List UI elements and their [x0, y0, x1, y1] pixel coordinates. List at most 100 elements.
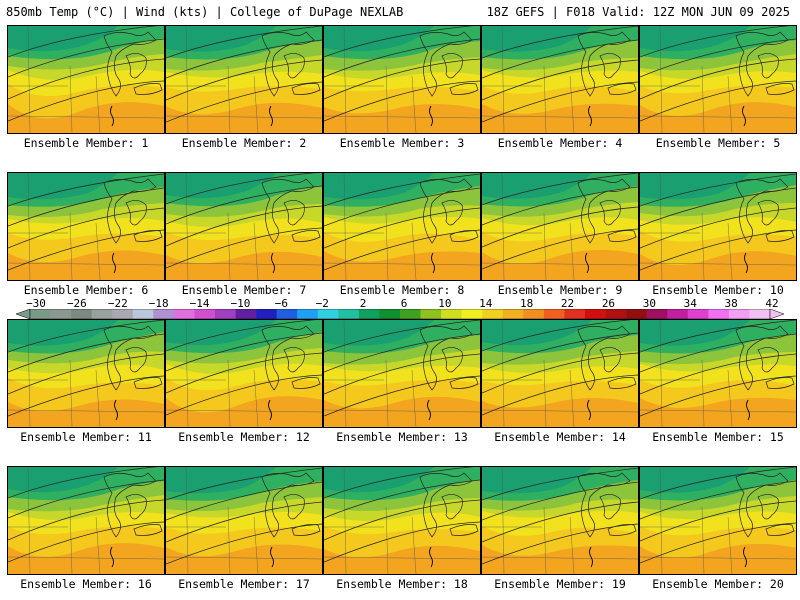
- colorbar-strip: [15, 309, 785, 319]
- colorbar-tick-labels: −30 −26 −22 −18 −14 −10 −6 −2 2 6 10 14 18 22 26 30 34 38…: [0, 297, 800, 310]
- ensemble-member-label: Ensemble Member: 16: [20, 577, 152, 591]
- colorbar-bin: [523, 309, 545, 319]
- colorbar-tick-label: 42: [765, 297, 779, 310]
- temperature-map: [481, 466, 639, 575]
- ensemble-member-label: Ensemble Member: 18: [336, 577, 468, 591]
- colorbar-tick-label: −2: [315, 297, 329, 310]
- temperature-map: [639, 466, 797, 575]
- colorbar-bin: [379, 309, 401, 319]
- colorbar-tick-label: 22: [560, 297, 575, 310]
- colorbar-tick-label: 2: [359, 297, 367, 310]
- ensemble-member-label: Ensemble Member: 3: [339, 136, 465, 150]
- ensemble-member-label: Ensemble Member: 4: [497, 136, 623, 150]
- ensemble-member-label: Ensemble Member: 5: [655, 136, 781, 150]
- temperature-map: [323, 466, 481, 575]
- colorbar-bin: [646, 309, 668, 319]
- ensemble-member-label: Ensemble Member: 9: [497, 283, 623, 297]
- colorbar-tick-label: 34: [683, 297, 697, 310]
- ensemble-member-label: Ensemble Member: 6: [23, 283, 149, 297]
- ensemble-member-label: Ensemble Member: 14: [494, 430, 626, 444]
- colorbar-tick-label: 18: [520, 297, 534, 310]
- ensemble-member-label: Ensemble Member: 7: [181, 283, 307, 297]
- temperature-map: [165, 319, 323, 428]
- temperature-map: [7, 172, 165, 281]
- colorbar-bin: [50, 309, 72, 319]
- colorbar-tick-label: −22: [107, 297, 128, 310]
- colorbar-bin: [276, 309, 298, 319]
- colorbar-low-arrow: [15, 309, 31, 319]
- colorbar-bin: [585, 309, 606, 319]
- colorbar-tick-label: −10: [230, 297, 251, 310]
- ensemble-member-label: Ensemble Member: 19: [494, 577, 626, 591]
- colorbar-tick-label: 14: [479, 297, 493, 310]
- temperature-map: [165, 25, 323, 134]
- colorbar-tick-label: −18: [148, 297, 169, 310]
- colorbar-bin: [71, 309, 92, 319]
- colorbar-bin: [338, 309, 360, 319]
- map-header: 850mb Temp (°C) | Wind (kts) | College o…: [0, 0, 800, 22]
- ensemble-member-label: Ensemble Member: 13: [336, 430, 468, 444]
- temperature-map: [639, 25, 797, 134]
- ensemble-member-label: Ensemble Member: 8: [339, 283, 465, 297]
- ensemble-member-label: Ensemble Member: 17: [178, 577, 310, 591]
- ensemble-member-label: Ensemble Member: 15: [652, 430, 784, 444]
- colorbar-tick-label: −6: [274, 297, 288, 310]
- colorbar-bin: [564, 309, 586, 319]
- temperature-map: [481, 319, 639, 428]
- colorbar-bin: [708, 309, 730, 319]
- colorbar-bin: [235, 309, 257, 319]
- colorbar-bin: [482, 309, 504, 319]
- temperature-map: [165, 466, 323, 575]
- colorbar-tick-label: −26: [66, 297, 87, 310]
- temperature-map: [323, 319, 481, 428]
- colorbar-tick-label: −14: [189, 297, 210, 310]
- colorbar-tick-label: 10: [438, 297, 452, 310]
- ensemble-member-label: Ensemble Member: 20: [652, 577, 784, 591]
- ensemble-member-label: Ensemble Member: 10: [652, 283, 784, 297]
- colorbar-bin: [358, 309, 380, 319]
- ensemble-member-label: Ensemble Member: 11: [20, 430, 152, 444]
- colorbar-bin: [667, 309, 689, 319]
- colorbar-bin: [502, 309, 524, 319]
- colorbar-bin: [749, 309, 771, 319]
- ensemble-member-label: Ensemble Member: 1: [23, 136, 149, 150]
- ensemble-member-label: Ensemble Member: 12: [178, 430, 310, 444]
- colorbar-bin: [215, 309, 236, 319]
- run-valid-time: 18Z GEFS | F018 Valid: 12Z MON JUN 09 20…: [486, 5, 790, 19]
- colorbar-bin: [543, 309, 565, 319]
- colorbar-bin: [132, 309, 154, 319]
- colorbar-bin: [626, 309, 647, 319]
- colorbar-high-arrow: [769, 309, 785, 319]
- colorbar-bin: [194, 309, 216, 319]
- temperature-map: [165, 172, 323, 281]
- colorbar-bin: [153, 309, 175, 319]
- colorbar-bin: [605, 309, 627, 319]
- colorbar-bin: [461, 309, 483, 319]
- colorbar-bin: [112, 309, 134, 319]
- temperature-map: [323, 172, 481, 281]
- colorbar-bin: [400, 309, 421, 319]
- colorbar-tick-label: 26: [601, 297, 616, 310]
- colorbar-bin: [297, 309, 319, 319]
- colorbar-bin: [687, 309, 709, 319]
- temperature-map: [481, 25, 639, 134]
- colorbar-bin: [317, 309, 339, 319]
- product-title: 850mb Temp (°C) | Wind (kts) | College o…: [6, 5, 404, 19]
- colorbar-tick-label: −30: [26, 297, 46, 310]
- colorbar-bin: [91, 309, 113, 319]
- colorbar-tick-label: 6: [400, 297, 408, 310]
- temperature-map: [639, 319, 797, 428]
- colorbar-bin: [441, 309, 462, 319]
- colorbar-bin: [30, 309, 51, 319]
- temperature-colorbar: −30 −26 −22 −18 −14 −10 −6 −2 2 6 10 14 18 22 26 30 34 38…: [0, 297, 800, 319]
- colorbar-tick-label: 38: [724, 297, 738, 310]
- temperature-map: [323, 25, 481, 134]
- temperature-map: [7, 319, 165, 428]
- temperature-map: [639, 172, 797, 281]
- colorbar-bin: [256, 309, 277, 319]
- colorbar-bin: [728, 309, 750, 319]
- ensemble-member-label: Ensemble Member: 2: [181, 136, 307, 150]
- temperature-map: [481, 172, 639, 281]
- temperature-map: [7, 466, 165, 575]
